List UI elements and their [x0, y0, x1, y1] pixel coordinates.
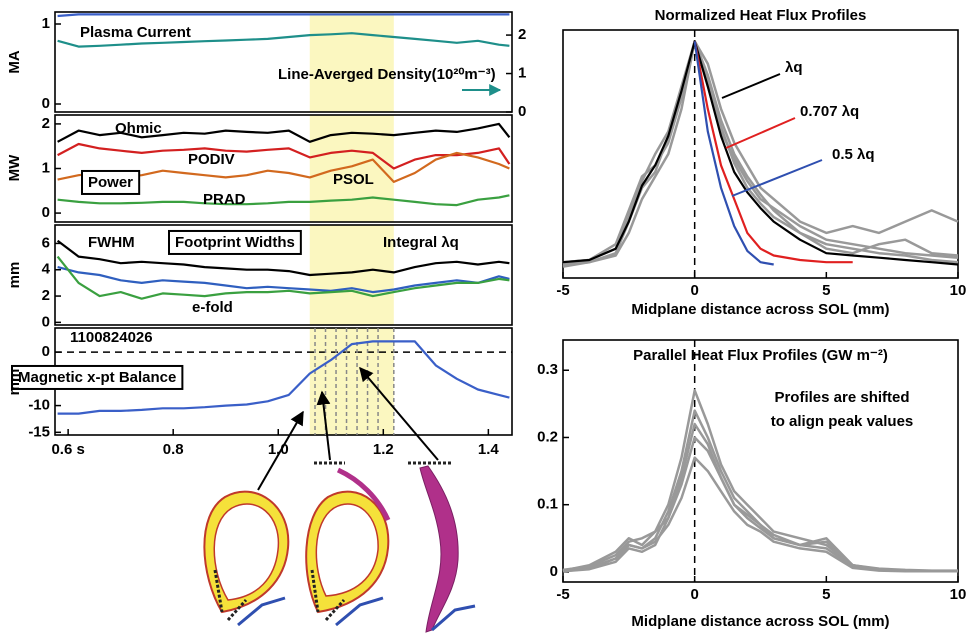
y-tick-label: 0: [42, 343, 50, 360]
x-tick-label: 1.4: [478, 441, 500, 458]
series-line: [56, 255, 510, 300]
annotation: Profiles are shifted: [774, 389, 909, 406]
legend-label: Ohmic: [115, 120, 162, 137]
y-axis-label: MA: [6, 50, 23, 73]
series-line: [693, 41, 853, 264]
y-tick-label: 0: [42, 95, 50, 112]
legend-label: PSOL: [333, 171, 374, 188]
x-axis-label: Midplane distance across SOL (mm): [631, 301, 889, 318]
shaded-span: [309, 12, 394, 112]
x-tick-label: -5: [556, 282, 569, 299]
x-tick-label: 0.8: [163, 441, 184, 458]
plasma-shapes: [203, 461, 476, 633]
y-tick-label: 0.1: [537, 496, 558, 513]
series-line: [562, 40, 959, 266]
y2-tick-label: 0: [518, 103, 526, 120]
y-tick-label: 1: [42, 159, 50, 176]
series-line: [562, 40, 959, 264]
plot-frame: [562, 29, 959, 279]
legend-label: Plasma Current: [80, 24, 191, 41]
x-tick-label: 0: [690, 586, 698, 603]
series-line: [693, 41, 774, 266]
legend-label: e-fold: [192, 299, 233, 316]
x-tick-label: 10: [950, 586, 967, 603]
series-line: [57, 32, 510, 48]
x-tick-label: 5: [822, 282, 830, 299]
label-box: [168, 229, 302, 255]
x-tick-label: 5: [822, 586, 830, 603]
x-tick-label: 0: [690, 282, 698, 299]
series-line: [57, 194, 510, 207]
shot-number: 1100824026: [70, 329, 153, 346]
series-line: [562, 40, 959, 264]
x-tick-label: 1.2: [373, 441, 394, 458]
chart-title: Normalized Heat Flux Profiles: [655, 7, 867, 24]
legend-label: λq: [785, 59, 803, 76]
y-tick-label: 0: [42, 313, 50, 330]
series-line: [562, 456, 958, 573]
legend-label: PODIV: [188, 151, 235, 168]
panel-label: Footprint Widths: [175, 234, 295, 251]
series-line: [57, 266, 510, 294]
y2-tick-label: 2: [518, 26, 526, 43]
y-tick-label: 0.2: [537, 428, 558, 445]
series-line: [57, 122, 511, 143]
y-tick-label: 0: [550, 563, 558, 580]
label-box: [81, 169, 141, 195]
plot-frame: [562, 339, 959, 583]
plot-frame: [54, 11, 513, 113]
y-axis-label: MW: [6, 154, 23, 181]
y-tick-label: 0: [42, 204, 50, 221]
legend-label: Magnetic x-pt Balance: [18, 369, 176, 386]
series-line: [562, 422, 958, 573]
y-tick-label: -10: [28, 397, 50, 414]
chart-title: Parallel Heat Flux Profiles (GW m⁻²): [633, 347, 888, 364]
legend-label: FWHM: [88, 234, 135, 251]
y-tick-label: 6: [42, 234, 50, 251]
legend-label: Line-Averged Density(10²⁰m⁻³): [278, 66, 496, 83]
y-tick-label: 2: [42, 287, 50, 304]
legend-label: PRAD: [203, 191, 246, 208]
y-tick-label: -15: [28, 423, 50, 440]
arrows: [257, 73, 823, 491]
y-axis-label: mm: [6, 262, 23, 289]
series-line: [56, 239, 510, 277]
plot-frame: [54, 224, 513, 326]
series-line: [57, 142, 511, 170]
legend-label: Integral λq: [383, 234, 459, 251]
legend-label: 0.707 λq: [800, 103, 859, 120]
y-tick-label: 2: [42, 115, 50, 132]
panel-label: Power: [88, 174, 133, 191]
y-tick-label: 1: [42, 15, 50, 32]
x-axis-label: Midplane distance across SOL (mm): [631, 613, 889, 630]
x-tick-label: 10: [950, 282, 967, 299]
y-tick-label: 4: [42, 261, 51, 278]
x-tick-label: -5: [556, 586, 569, 603]
y2-tick-label: 1: [518, 65, 526, 82]
annotation: to align peak values: [771, 413, 914, 430]
label-box: [11, 364, 184, 390]
y-tick-label: 0.3: [537, 361, 558, 378]
y-axis-label: mm: [6, 369, 23, 396]
legend-label: 0.5 λq: [832, 146, 875, 163]
series-line: [57, 13, 510, 18]
series-line: [57, 340, 510, 415]
x-tick-label: 0.6 s: [51, 441, 84, 458]
shaded-span: [309, 328, 394, 435]
